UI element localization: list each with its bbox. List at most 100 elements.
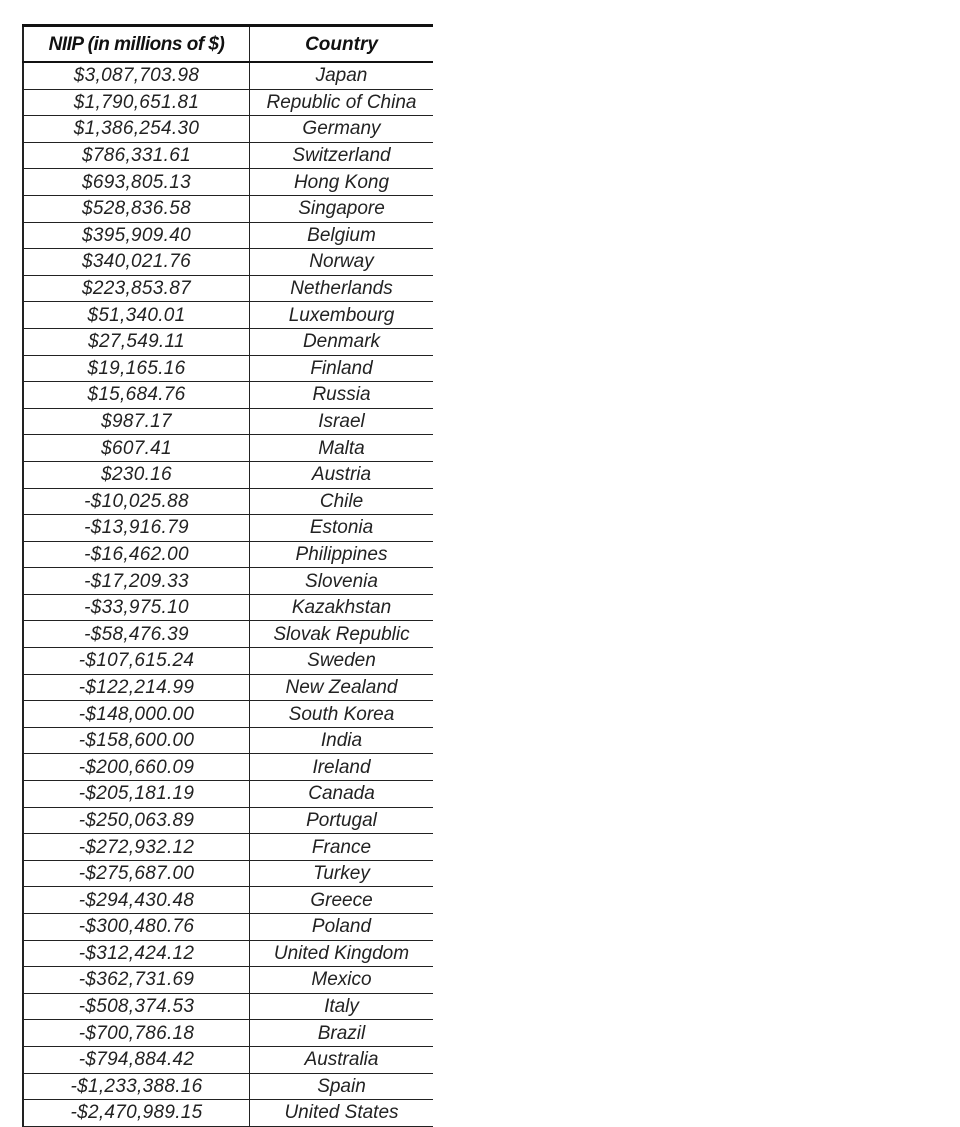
country-cell: Spain [249, 1073, 433, 1101]
country-cell: Switzerland [249, 142, 433, 170]
table-row: -$508,374.53 Italy [22, 993, 433, 1021]
niip-cell: -$312,424.12 [22, 940, 250, 968]
country-cell: Slovak Republic [249, 620, 433, 649]
country-cell: India [249, 727, 433, 755]
niip-cell: $223,853.87 [22, 275, 250, 303]
table-row: $340,021.76 Norway [22, 248, 433, 276]
table-row: $528,836.58 Singapore [22, 195, 433, 223]
niip-cell: -$17,209.33 [22, 567, 250, 595]
table-body: $3,087,703.98 Japan $1,790,651.81 Republic … [22, 62, 433, 1127]
table-row: -$700,786.18 Brazil [22, 1019, 433, 1047]
country-cell: Sweden [249, 647, 433, 675]
table-row: -$10,025.88 Chile [22, 488, 433, 516]
table-row: $607.41 Malta [22, 434, 433, 462]
niip-cell: -$272,932.12 [22, 833, 250, 861]
niip-cell: $3,087,703.98 [22, 62, 250, 90]
table-row: -$362,731.69 Mexico [22, 966, 433, 994]
country-cell: United Kingdom [249, 940, 433, 968]
niip-cell: -$700,786.18 [22, 1019, 250, 1047]
country-cell: Russia [249, 381, 433, 409]
table-row: $51,340.01 Luxembourg [22, 301, 433, 329]
niip-cell: -$205,181.19 [22, 780, 250, 808]
niip-cell: -$1,233,388.16 [22, 1073, 250, 1101]
country-cell: Estonia [249, 514, 433, 542]
table-row: -$13,916.79 Estonia [22, 514, 433, 542]
niip-cell: -$200,660.09 [22, 753, 250, 782]
table-row: $1,790,651.81 Republic of China [22, 89, 433, 117]
niip-cell: -$158,600.00 [22, 727, 250, 755]
table-row: $223,853.87 Netherlands [22, 275, 433, 303]
country-cell: Japan [249, 62, 433, 90]
niip-cell: -$148,000.00 [22, 700, 250, 728]
table-row: $27,549.11 Denmark [22, 328, 433, 356]
table-row: $693,805.13 Hong Kong [22, 168, 433, 196]
table-row: -$794,884.42 Australia [22, 1046, 433, 1074]
table-row: -$205,181.19 Canada [22, 780, 433, 808]
niip-cell: $1,790,651.81 [22, 89, 250, 117]
country-cell: Ireland [249, 753, 433, 782]
niip-cell: -$508,374.53 [22, 993, 250, 1021]
niip-cell: $27,549.11 [22, 328, 250, 356]
country-cell: Finland [249, 355, 433, 383]
niip-cell: -$33,975.10 [22, 594, 250, 622]
country-cell: Malta [249, 434, 433, 462]
country-cell: Austria [249, 461, 433, 489]
table-row: -$272,932.12 France [22, 833, 433, 861]
niip-cell: $1,386,254.30 [22, 115, 250, 143]
table-row: -$17,209.33 Slovenia [22, 567, 433, 595]
table-row: -$250,063.89 Portugal [22, 807, 433, 835]
table-row: -$200,660.09 Ireland [22, 753, 433, 782]
header-country: Country [249, 24, 433, 63]
niip-cell: $19,165.16 [22, 355, 250, 383]
niip-table: NIIP (in millions of $) Country $3,087,7… [22, 24, 433, 1127]
country-cell: Italy [249, 993, 433, 1021]
table-row: -$122,214.99 New Zealand [22, 674, 433, 702]
table-row: -$33,975.10 Kazakhstan [22, 594, 433, 622]
niip-cell: -$794,884.42 [22, 1046, 250, 1074]
country-cell: Portugal [249, 807, 433, 835]
niip-cell: -$300,480.76 [22, 913, 250, 941]
table-row: $15,684.76 Russia [22, 381, 433, 409]
country-cell: Luxembourg [249, 301, 433, 329]
country-cell: Norway [249, 248, 433, 276]
niip-cell: -$275,687.00 [22, 860, 250, 888]
niip-cell: $340,021.76 [22, 248, 250, 276]
niip-cell: $528,836.58 [22, 195, 250, 223]
table-row: -$275,687.00 Turkey [22, 860, 433, 888]
niip-cell: $395,909.40 [22, 222, 250, 250]
table-row: -$300,480.76 Poland [22, 913, 433, 941]
country-cell: Netherlands [249, 275, 433, 303]
table-row: -$148,000.00 South Korea [22, 700, 433, 728]
country-cell: New Zealand [249, 674, 433, 702]
country-cell: South Korea [249, 700, 433, 728]
niip-cell: $786,331.61 [22, 142, 250, 170]
niip-cell: -$294,430.48 [22, 886, 250, 914]
table-row: $19,165.16 Finland [22, 355, 433, 383]
header-niip: NIIP (in millions of $) [22, 24, 250, 63]
country-cell: Hong Kong [249, 168, 433, 196]
niip-cell: $693,805.13 [22, 168, 250, 196]
country-cell: Philippines [249, 541, 433, 569]
country-cell: Denmark [249, 328, 433, 356]
table-row: $395,909.40 Belgium [22, 222, 433, 250]
country-cell: Slovenia [249, 567, 433, 595]
country-cell: Kazakhstan [249, 594, 433, 622]
niip-cell: $607.41 [22, 434, 250, 462]
country-cell: Turkey [249, 860, 433, 888]
country-cell: Mexico [249, 966, 433, 994]
table-row: $987.17 Israel [22, 408, 433, 436]
country-cell: Germany [249, 115, 433, 143]
niip-cell: -$58,476.39 [22, 620, 250, 649]
table-row: -$16,462.00 Philippines [22, 541, 433, 569]
niip-cell: -$2,470,989.15 [22, 1099, 250, 1127]
country-cell: Poland [249, 913, 433, 941]
niip-cell: $230.16 [22, 461, 250, 489]
table-row: -$58,476.39 Slovak Republic [22, 620, 433, 649]
table-row: $1,386,254.30 Germany [22, 115, 433, 143]
niip-cell: -$122,214.99 [22, 674, 250, 702]
table-row: -$2,470,989.15 United States [22, 1099, 433, 1127]
country-cell: United States [249, 1099, 433, 1127]
niip-cell: -$10,025.88 [22, 488, 250, 516]
country-cell: Belgium [249, 222, 433, 250]
header-row: NIIP (in millions of $) Country [22, 24, 433, 63]
